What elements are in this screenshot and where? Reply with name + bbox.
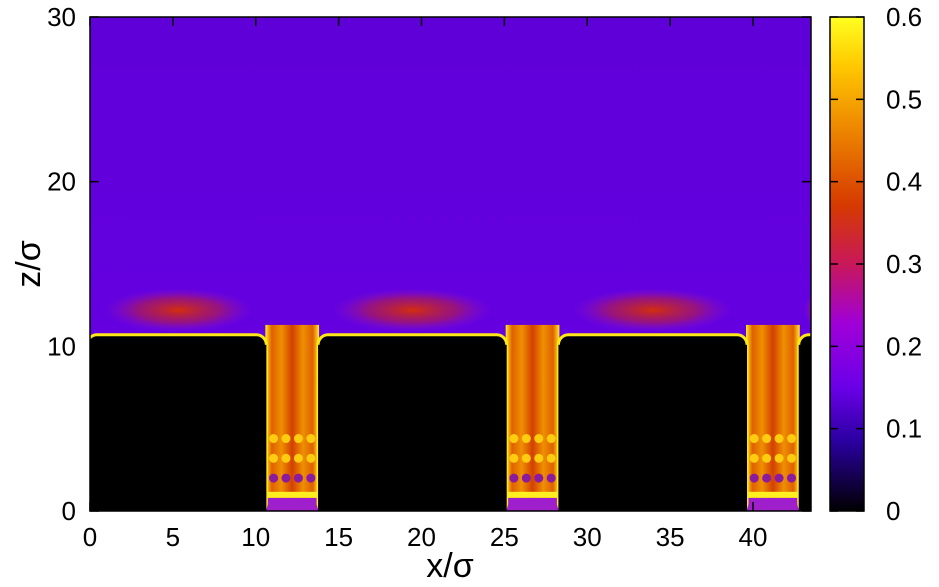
layering-dot xyxy=(269,473,279,483)
plot-frame xyxy=(89,16,812,512)
layering-dot xyxy=(293,453,303,463)
groove-fluid xyxy=(746,324,800,498)
y-tick-label: 20 xyxy=(47,167,76,197)
plot-area xyxy=(90,17,811,511)
density-layer-blob xyxy=(571,288,734,333)
layering-dot xyxy=(546,453,556,463)
x-tick-label: 5 xyxy=(166,522,180,552)
layering-dot xyxy=(521,473,531,483)
x-tick-label: 30 xyxy=(573,522,602,552)
y-tick-label: 0 xyxy=(62,496,76,526)
layering-dot xyxy=(281,434,291,444)
layering-dot xyxy=(774,473,784,483)
layering-dot xyxy=(293,473,303,483)
x-tick-label: 10 xyxy=(241,522,270,552)
layering-dot xyxy=(534,453,544,463)
layering-dot xyxy=(534,473,544,483)
layering-dot xyxy=(762,473,772,483)
y-axis-label: z/σ xyxy=(10,240,48,287)
groove-fluid xyxy=(505,324,560,498)
layering-dot xyxy=(749,473,759,483)
groove-bottom-layer xyxy=(265,491,320,498)
layering-dot xyxy=(281,453,291,463)
layering-dot xyxy=(306,473,316,483)
x-axis-label: x/σ xyxy=(426,547,473,585)
density-layer-blob xyxy=(331,288,494,333)
colorbar-tick-label: 0.4 xyxy=(886,167,922,197)
x-tick-label: 40 xyxy=(739,522,768,552)
y-tick-label: 30 xyxy=(47,2,76,32)
layering-dot xyxy=(534,434,544,444)
colorbar-tick-label: 0.3 xyxy=(886,249,922,279)
y-tick-label: 10 xyxy=(47,331,76,361)
layering-dot xyxy=(521,453,531,463)
layering-dot xyxy=(546,473,556,483)
solid-wall-body xyxy=(798,344,811,511)
density-layer-blob xyxy=(103,288,255,333)
groove-bottom-layer xyxy=(746,491,800,498)
colorbar-tick-label: 0.6 xyxy=(886,2,922,32)
layering-dot xyxy=(306,453,316,463)
layering-dot xyxy=(509,473,519,483)
layering-dot xyxy=(293,434,303,444)
y-axis-ticks: 0 10 20 30 xyxy=(47,2,811,526)
x-tick-label: 0 xyxy=(83,522,97,552)
groove-bottom-layer xyxy=(505,491,560,498)
layering-dot xyxy=(546,434,556,444)
x-tick-label: 35 xyxy=(656,522,685,552)
layering-dot xyxy=(774,434,784,444)
layering-dot xyxy=(281,473,291,483)
layering-dot xyxy=(509,434,519,444)
layering-dot xyxy=(509,453,519,463)
colorbar-tick-label: 0.1 xyxy=(886,414,922,444)
x-axis-ticks: 0 5 10 15 20 25 30 35 40 xyxy=(83,17,768,552)
layering-dot xyxy=(269,434,279,444)
x-tick-label: 20 xyxy=(407,522,436,552)
x-tick-label: 25 xyxy=(490,522,519,552)
colorbar-ticks: 0 0.1 0.2 0.3 0.4 0.5 0.6 xyxy=(830,2,922,526)
solid-wall-body xyxy=(558,344,748,511)
solid-wall-body xyxy=(318,344,507,511)
layering-dot xyxy=(762,434,772,444)
layering-dot xyxy=(787,434,797,444)
colorbar-tick-label: 0 xyxy=(886,496,900,526)
colorbar-tick-label: 0.5 xyxy=(886,84,922,114)
layering-dot xyxy=(787,473,797,483)
colorbar-tick-label: 0.2 xyxy=(886,331,922,361)
density-layer-blob xyxy=(802,294,811,327)
layering-dot xyxy=(269,453,279,463)
layering-dot xyxy=(787,453,797,463)
layering-dot xyxy=(774,453,784,463)
layering-dot xyxy=(749,434,759,444)
layering-dot xyxy=(306,434,316,444)
layering-dot xyxy=(749,453,759,463)
groove-fluid xyxy=(265,324,320,498)
layering-dot xyxy=(521,434,531,444)
layering-dot xyxy=(762,453,772,463)
solid-wall-body xyxy=(90,344,267,511)
x-tick-label: 15 xyxy=(324,522,353,552)
